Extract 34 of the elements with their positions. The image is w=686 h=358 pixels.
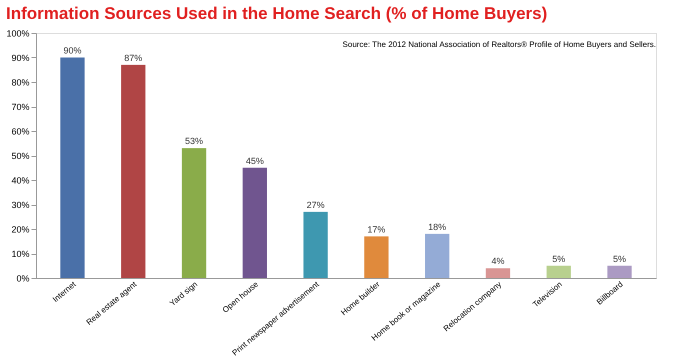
- annotation: Source: The 2012 National Association of Realtors® Profile of Home Buyers and Sellers.: [342, 40, 656, 49]
- data-label: 53%: [185, 136, 204, 146]
- data-label: 87%: [124, 52, 142, 63]
- y-tick-label: 30%: [11, 200, 30, 210]
- y-tick-label: 70%: [11, 102, 30, 112]
- data-label: 90%: [63, 46, 82, 56]
- data-label: 5%: [613, 254, 626, 264]
- y-tick-label: 60%: [11, 126, 30, 136]
- y-tick-label: 10%: [11, 249, 30, 259]
- bar: [607, 266, 632, 278]
- bar: [182, 148, 206, 278]
- y-tick-label: 40%: [11, 176, 30, 186]
- x-tick-label: Yard sign: [168, 280, 200, 308]
- y-tick-label: 0%: [16, 274, 30, 284]
- data-label: 45%: [246, 156, 264, 166]
- y-tick-label: 50%: [11, 151, 30, 161]
- bar: [546, 266, 571, 278]
- y-tick-label: 20%: [11, 224, 30, 234]
- bar: [60, 58, 85, 278]
- data-label: 4%: [491, 256, 504, 266]
- y-tick-label: 80%: [11, 78, 30, 88]
- data-label: 5%: [552, 254, 566, 264]
- data-label: 27%: [306, 200, 325, 210]
- data-label: 17%: [367, 224, 386, 234]
- bar: [425, 234, 450, 278]
- bar: [364, 236, 389, 278]
- data-label: 18%: [428, 222, 446, 232]
- chart-title: Information Sources Used in the Home Search (% of Home Buyers): [6, 4, 548, 23]
- bar: [242, 168, 267, 278]
- bar: [121, 64, 146, 278]
- y-tick-label: 90%: [11, 53, 30, 63]
- bar: [303, 212, 328, 278]
- y-tick-label: 100%: [6, 28, 30, 38]
- bar: [486, 268, 510, 278]
